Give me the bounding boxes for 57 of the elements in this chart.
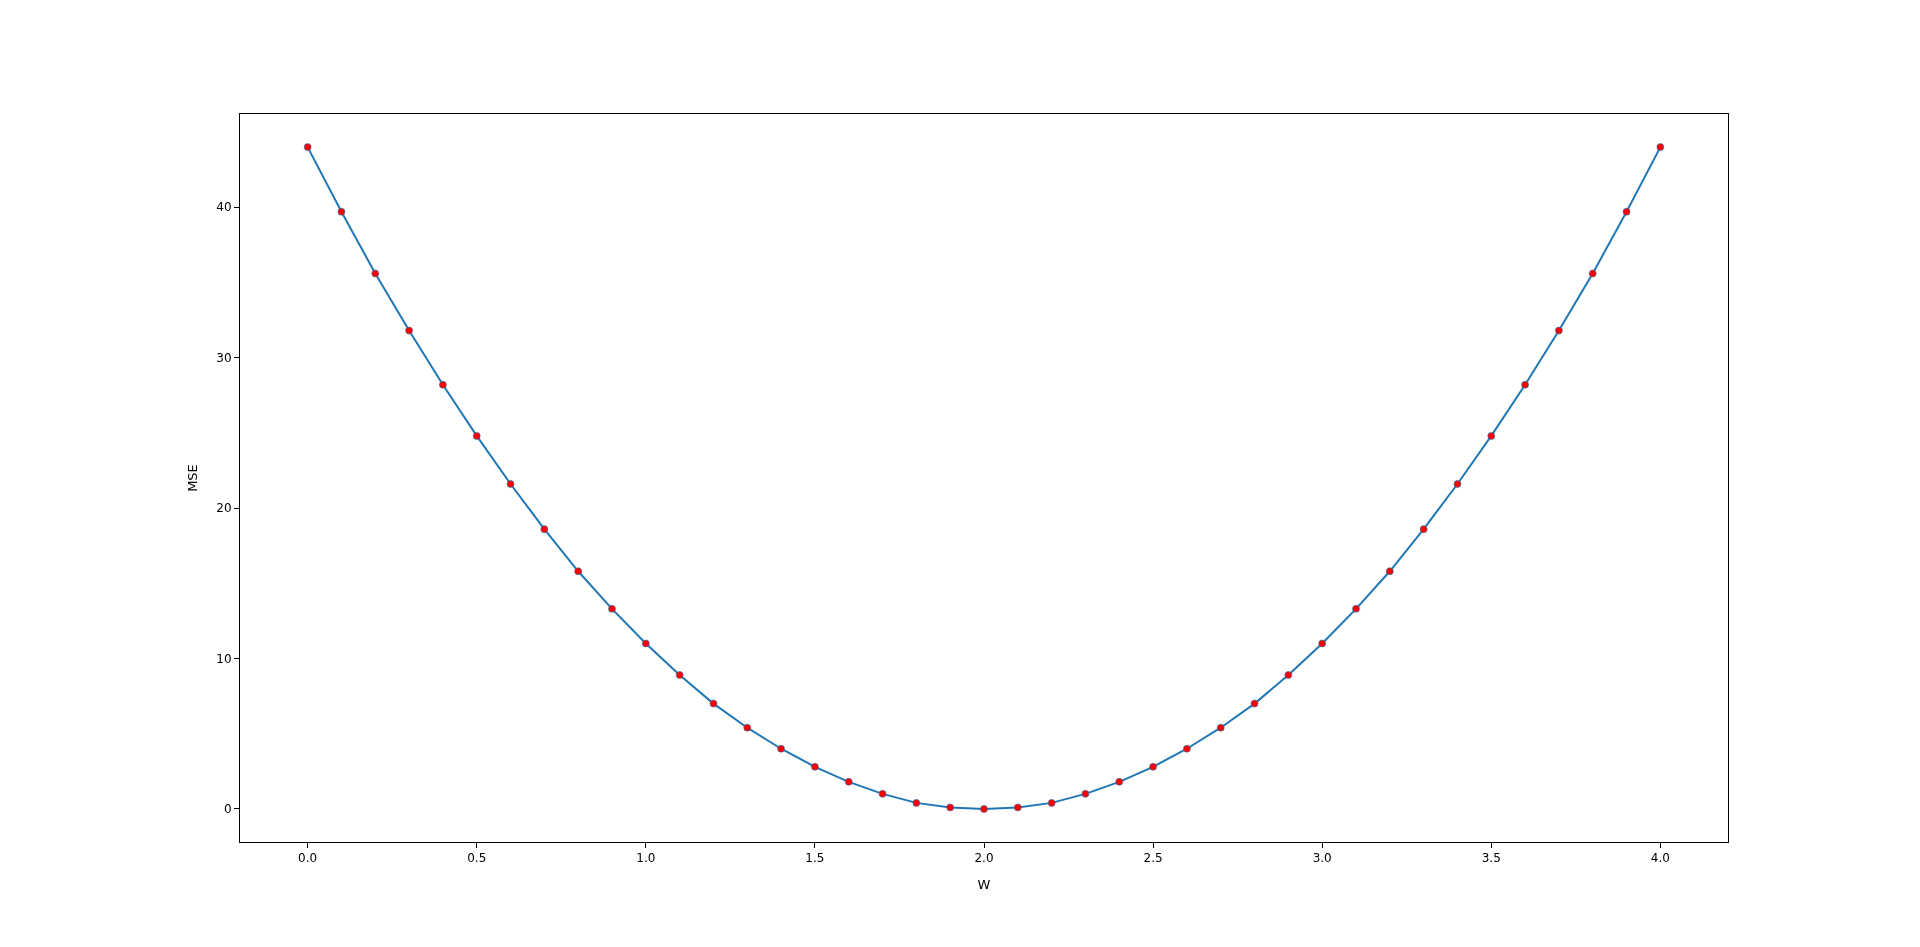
- point: [439, 380, 447, 389]
- point: [1453, 480, 1462, 488]
- point: [1487, 432, 1496, 440]
- point: [980, 805, 988, 813]
- x-tick-label: 0.0: [298, 851, 318, 866]
- point: [878, 790, 887, 798]
- point: [709, 699, 718, 708]
- y-tick-label: 10: [216, 651, 232, 666]
- y-tick-label: 20: [216, 501, 232, 516]
- point: [574, 567, 582, 576]
- point: [405, 326, 413, 335]
- point: [1318, 639, 1326, 648]
- point: [371, 269, 380, 278]
- point: [811, 762, 819, 771]
- point: [675, 671, 684, 679]
- point: [1115, 778, 1124, 786]
- point: [303, 143, 312, 151]
- point: [1250, 699, 1259, 708]
- point: [1081, 790, 1090, 798]
- x-axis-title: W: [977, 877, 991, 892]
- point: [946, 803, 954, 812]
- point: [1149, 762, 1157, 771]
- x-tick-label: 1.5: [805, 851, 825, 866]
- x-tick-label: 4.0: [1650, 851, 1670, 866]
- point: [608, 605, 616, 613]
- point: [472, 432, 481, 440]
- point: [1521, 380, 1529, 389]
- point: [1352, 605, 1360, 613]
- x-tick-label: 2.5: [1143, 851, 1163, 866]
- x-tick-label: 0.5: [467, 851, 487, 866]
- y-tick-label: 0: [223, 802, 232, 817]
- y-axis-title: MSE: [185, 464, 201, 492]
- x-tick-label: 3.0: [1312, 851, 1332, 866]
- point: [1555, 326, 1563, 335]
- point: [844, 778, 853, 786]
- point: [912, 799, 921, 807]
- point: [540, 525, 549, 533]
- point: [743, 723, 752, 732]
- point: [1588, 269, 1597, 278]
- y-tick-label: 40: [216, 200, 232, 215]
- x-tick-label: 3.5: [1481, 851, 1501, 866]
- point: [337, 207, 346, 216]
- point: [1419, 525, 1428, 533]
- point: [1047, 799, 1056, 807]
- point: [1183, 744, 1191, 753]
- point: [777, 744, 785, 753]
- point: [1014, 803, 1022, 812]
- x-tick-label: 1.0: [636, 851, 656, 866]
- x-tick-label: 2.0: [974, 851, 994, 866]
- point: [1216, 723, 1225, 732]
- y-tick-label: 30: [216, 350, 232, 365]
- point: [1622, 207, 1631, 216]
- point: [1656, 143, 1665, 151]
- point: [506, 480, 515, 488]
- point: [1284, 671, 1293, 679]
- point: [1386, 567, 1394, 576]
- point: [642, 639, 650, 648]
